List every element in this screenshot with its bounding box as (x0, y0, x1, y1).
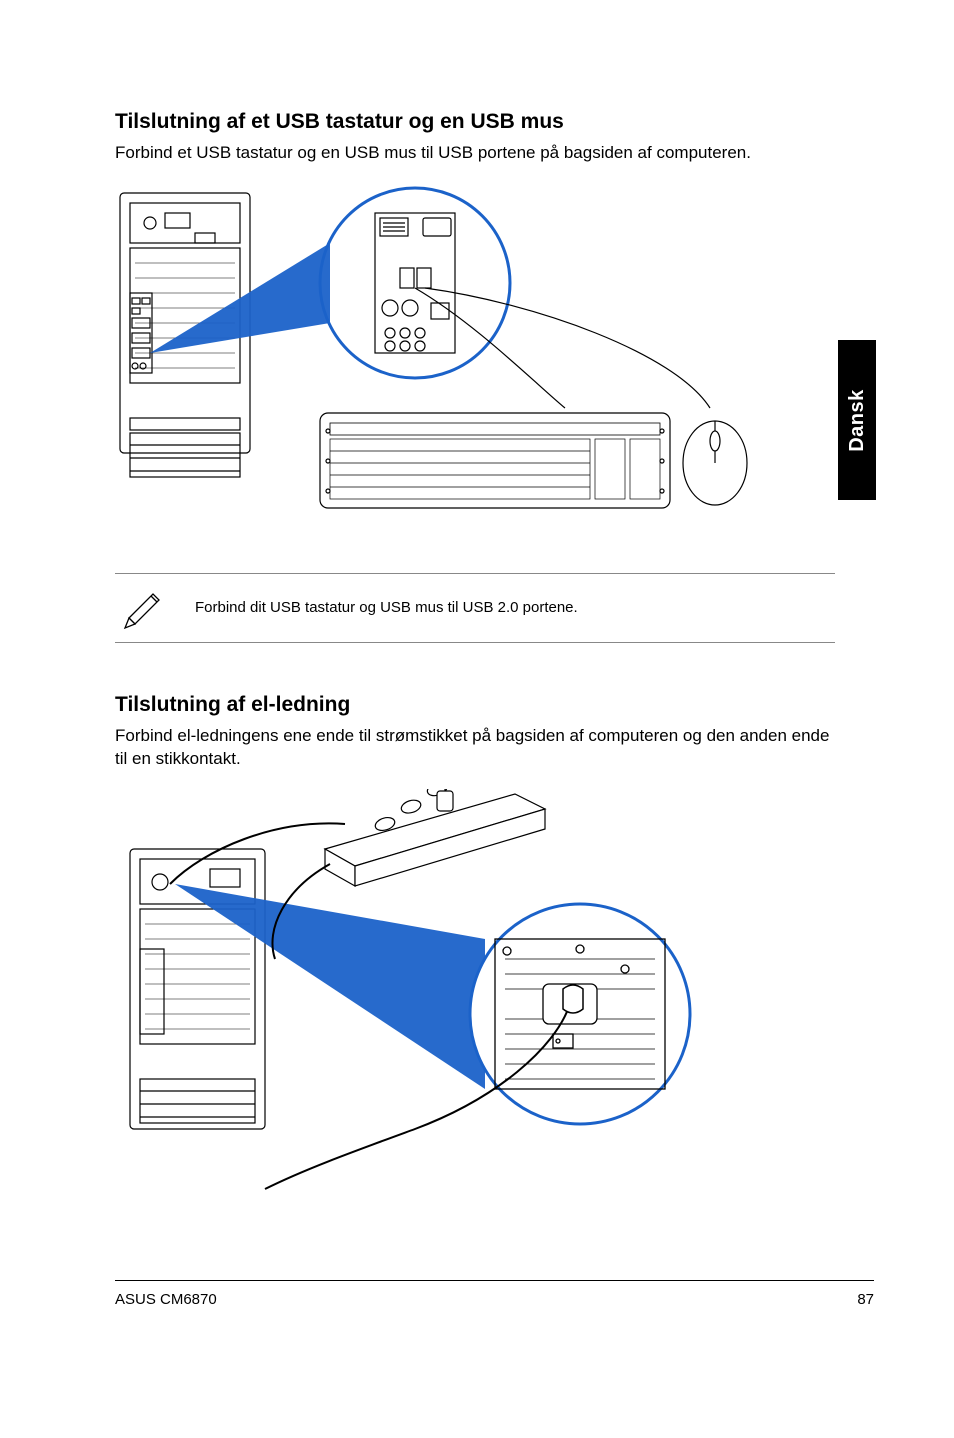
section1-body: Forbind et USB tastatur og en USB mus ti… (115, 142, 835, 165)
figure-usb-keyboard-mouse (115, 183, 835, 543)
figure-power-cord (115, 789, 835, 1209)
language-tab-label: Dansk (846, 389, 869, 452)
pencil-icon (115, 586, 175, 630)
language-tab: Dansk (838, 340, 876, 500)
note-text: Forbind dit USB tastatur og USB mus til … (175, 599, 578, 616)
content-area: Tilslutning af et USB tastatur og en USB… (115, 110, 835, 1239)
page-footer: ASUS CM6870 87 (115, 1280, 874, 1308)
section2-heading: Tilslutning af el-ledning (115, 693, 835, 717)
footer-page-number: 87 (857, 1291, 874, 1308)
section2: Tilslutning af el-ledning Forbind el-led… (115, 693, 835, 1209)
page: Tilslutning af et USB tastatur og en USB… (0, 0, 954, 1438)
footer-product: ASUS CM6870 (115, 1291, 217, 1308)
section2-body: Forbind el-ledningens ene ende til strøm… (115, 725, 835, 771)
section1-heading: Tilslutning af et USB tastatur og en USB… (115, 110, 835, 134)
note-row: Forbind dit USB tastatur og USB mus til … (115, 573, 835, 643)
